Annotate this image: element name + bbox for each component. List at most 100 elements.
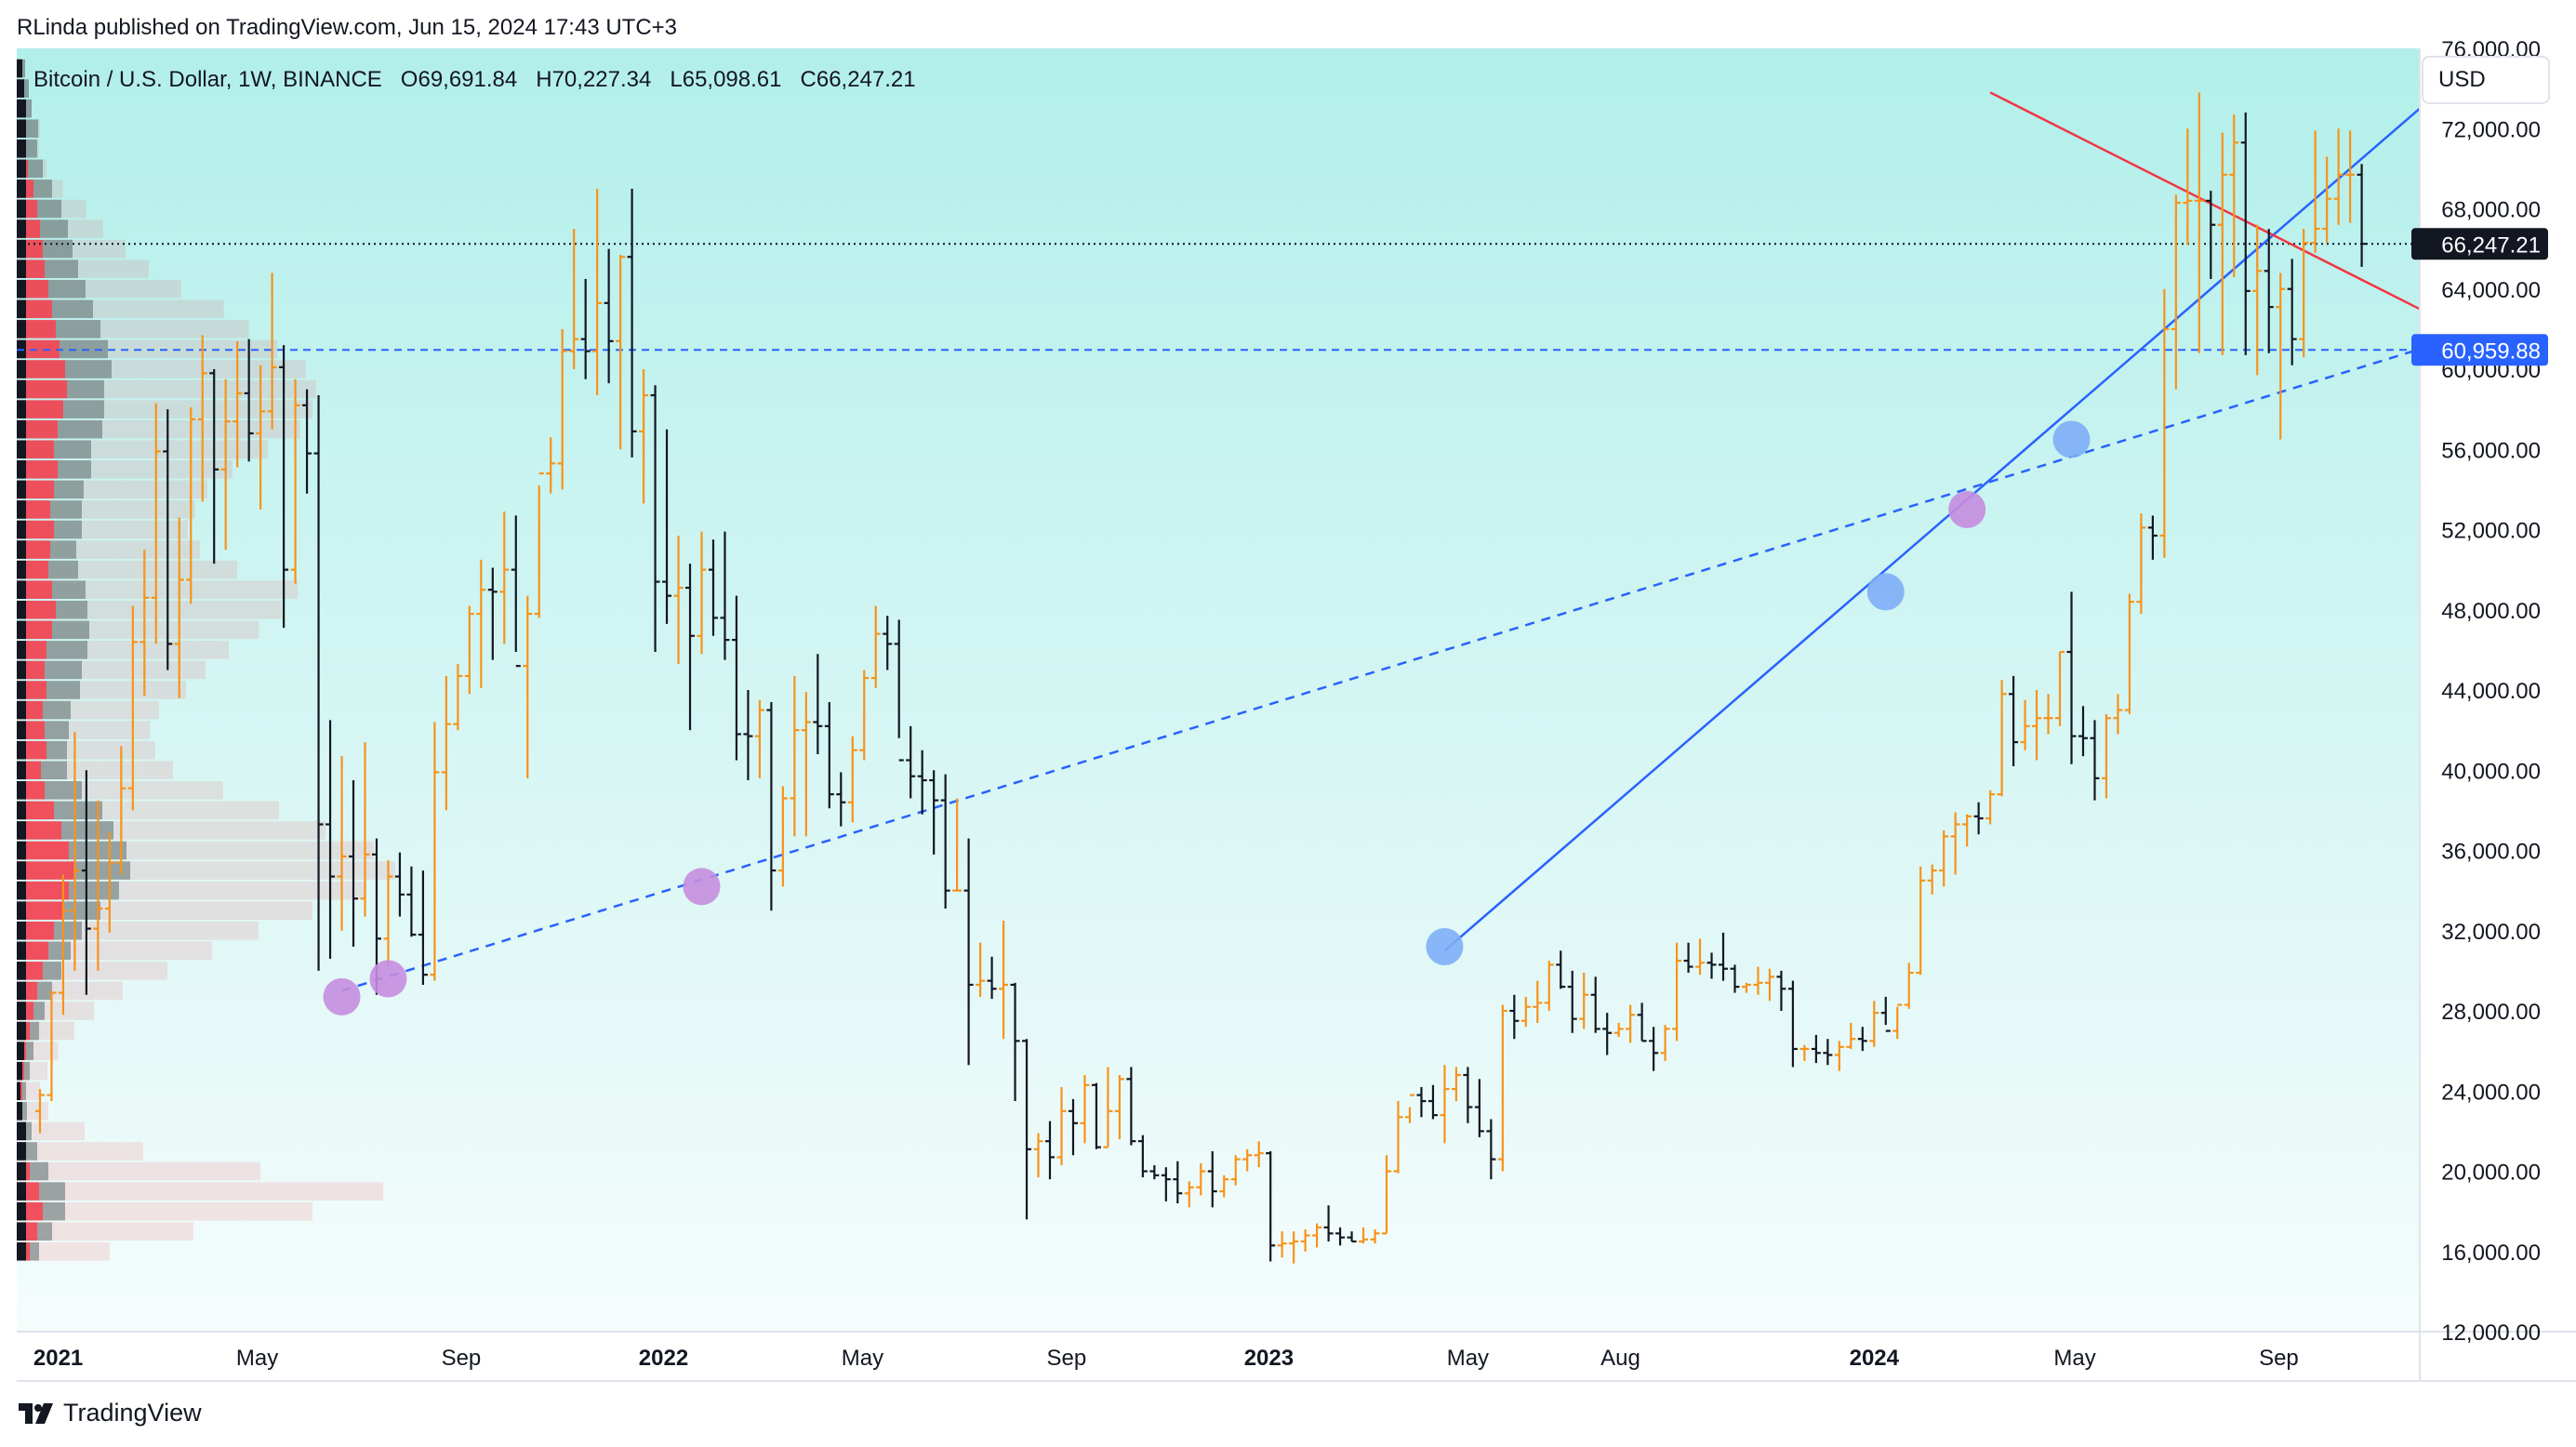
- y-axis-panel[interactable]: [2420, 48, 2576, 1332]
- ohlc-bar: [1126, 1067, 1136, 1146]
- ohlc-bar: [337, 756, 347, 931]
- y-tick-label: 44,000.00: [2441, 679, 2541, 704]
- ohlc-bar: [673, 535, 684, 664]
- ohlc-bar: [325, 720, 336, 959]
- volume-profile-up: [24, 1061, 30, 1081]
- ohlc-bar: [1962, 814, 1972, 847]
- touch-marker: [1426, 928, 1464, 965]
- touch-markers: [323, 420, 2091, 1016]
- ohlc-bar: [1312, 1223, 1322, 1248]
- high-value: H70,227.34: [536, 67, 652, 92]
- ohlc-bar: [1613, 1022, 1624, 1038]
- ohlc-bar: [1811, 1034, 1821, 1064]
- volume-profile-poc-edge: [17, 660, 26, 680]
- ohlc-bar: [1242, 1148, 1253, 1172]
- ohlc-bar: [1672, 942, 1682, 1042]
- ohlc-bar: [720, 531, 730, 660]
- volume-profile-poc-edge: [17, 620, 26, 640]
- ohlc-bar: [151, 403, 161, 644]
- ohlc-bar: [1950, 812, 1960, 875]
- x-tick-label: May: [1447, 1346, 1489, 1371]
- ohlc-bar: [1323, 1205, 1334, 1241]
- ohlc-bar: [650, 385, 660, 653]
- ohlc-bar: [2322, 156, 2332, 244]
- ohlc-bar: [58, 874, 68, 1016]
- currency-button[interactable]: USD: [2422, 56, 2550, 104]
- ohlc-bar: [1834, 1041, 1844, 1071]
- volume-profile-up: [37, 1222, 52, 1241]
- touch-marker: [323, 977, 361, 1016]
- ohlc-bar: [93, 800, 103, 971]
- volume-profile-down: [17, 881, 69, 900]
- volume-profile-poc-edge: [17, 941, 26, 961]
- ohlc-bar: [1161, 1167, 1171, 1201]
- volume-profile-poc-edge: [17, 740, 26, 760]
- ohlc-bar: [2345, 130, 2356, 223]
- volume-profile-poc-edge: [17, 119, 26, 139]
- volume-profile-down: [17, 360, 65, 378]
- ohlc-bar: [1533, 980, 1543, 1023]
- symbol-legend: Bitcoin / U.S. Dollar, 1W, BINANCE O69,6…: [33, 67, 916, 93]
- volume-profile-up: [30, 1162, 48, 1181]
- ohlc-bar: [2299, 229, 2309, 358]
- ohlc-bar: [1649, 1027, 1659, 1071]
- ohlc-bar: [2078, 706, 2088, 757]
- close-value: C66,247.21: [800, 67, 916, 92]
- ohlc-bar: [639, 369, 649, 504]
- ohlc-bar: [406, 866, 417, 937]
- ohlc-bar: [1091, 1082, 1101, 1149]
- ohlc-bar: [1184, 1181, 1194, 1208]
- ohlc-bar: [1230, 1155, 1241, 1186]
- ohlc-bar: [1719, 932, 1729, 981]
- ohlc-bar: [1741, 982, 1751, 993]
- ohlc-bar: [302, 389, 312, 494]
- ohlc-bar: [940, 774, 950, 909]
- ohlc-bar: [766, 701, 777, 911]
- volume-profile-poc-edge: [17, 199, 26, 219]
- volume-profile-up: [33, 179, 52, 198]
- volume-profile-up: [63, 400, 104, 418]
- ohlc-bar: [116, 746, 126, 875]
- ohlc-bar: [2229, 114, 2239, 277]
- volume-profile-poc-edge: [17, 1061, 22, 1081]
- x-tick-label: Sep: [442, 1346, 482, 1371]
- volume-profile-poc-edge: [17, 700, 26, 720]
- y-tick-label: 64,000.00: [2441, 278, 2541, 303]
- ohlc-bar: [580, 278, 591, 379]
- publisher-line: RLinda published on TradingView.com, Jun…: [17, 15, 678, 40]
- volume-profile-poc-edge: [17, 821, 26, 840]
- volume-profile-up: [21, 1102, 27, 1121]
- y-tick-label: 52,000.00: [2441, 519, 2541, 544]
- volume-profile-down: [17, 339, 60, 359]
- ohlc-bar: [1370, 1229, 1380, 1244]
- volume-profile-up: [25, 119, 38, 139]
- ohlc-bar: [569, 229, 579, 369]
- ohlc-bar: [81, 770, 91, 995]
- volume-profile-poc-edge: [17, 419, 26, 439]
- volume-profile-poc-edge: [17, 1102, 22, 1121]
- volume-profile-up: [45, 259, 78, 278]
- ohlc-bar: [685, 564, 696, 731]
- ohlc-bar: [697, 531, 707, 655]
- ohlc-bar: [360, 742, 370, 917]
- ohlc-bar: [1637, 1002, 1647, 1042]
- ohlc-bar: [836, 772, 846, 827]
- ohlc-bar: [1695, 938, 1706, 976]
- ohlc-bar: [1404, 1094, 1414, 1123]
- volume-profile-down: [17, 861, 74, 880]
- volume-profile: [17, 59, 395, 1261]
- y-tick-label: 12,000.00: [2441, 1321, 2541, 1346]
- ohlc-bar: [349, 780, 359, 947]
- ohlc-bar: [1427, 1084, 1438, 1120]
- ohlc-bar: [627, 188, 637, 458]
- ohlc-bar: [2101, 713, 2111, 799]
- volume-profile-poc-edge: [17, 79, 24, 98]
- volume-profile-poc-edge: [17, 520, 26, 539]
- volume-profile-poc-edge: [17, 681, 26, 699]
- volume-profile-up: [40, 219, 68, 238]
- volume-profile-poc-edge: [17, 320, 26, 339]
- volume-profile-poc-edge: [17, 761, 26, 780]
- tradingview-brand[interactable]: TradingView: [19, 1399, 202, 1427]
- ohlc-bar: [2206, 191, 2216, 279]
